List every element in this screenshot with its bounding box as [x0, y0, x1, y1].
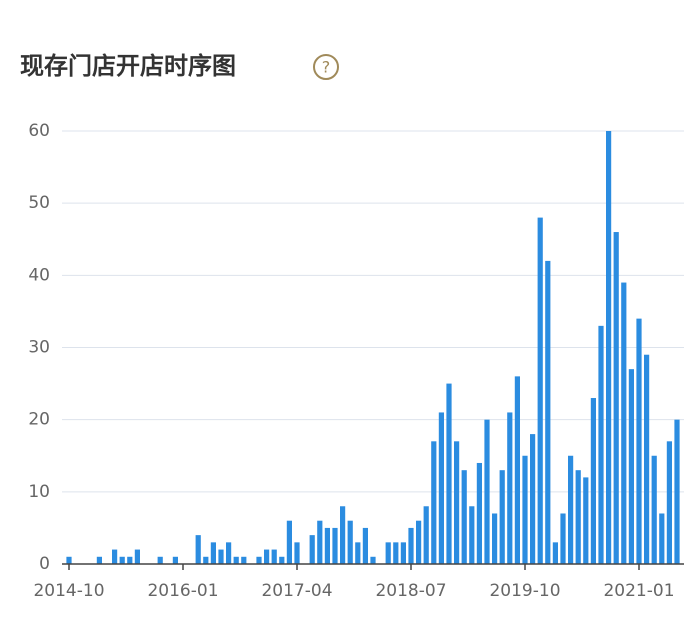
bar: [256, 556, 262, 564]
bar: [552, 542, 558, 564]
bar: [537, 217, 543, 564]
x-tick-label: 2017-04: [261, 581, 332, 601]
bar: [218, 549, 224, 564]
bar: [560, 513, 566, 564]
bar: [66, 556, 72, 564]
bar: [226, 542, 232, 564]
bar: [598, 325, 604, 564]
bar: [294, 542, 300, 564]
bar: [233, 556, 239, 564]
x-tick-label: 2021-01: [603, 581, 674, 601]
bar: [203, 556, 209, 564]
bar: [476, 462, 482, 564]
y-tick-label: 20: [28, 410, 50, 430]
bar: [666, 441, 672, 564]
bar: [628, 369, 634, 564]
bar: [575, 470, 581, 564]
bar: [507, 412, 513, 564]
bar: [340, 506, 346, 564]
bar: [96, 556, 102, 564]
bar: [264, 549, 270, 564]
help-circle[interactable]: [313, 54, 339, 80]
bar: [400, 542, 406, 564]
y-tick-label: 40: [28, 265, 50, 285]
bar: [636, 318, 642, 564]
bar: [499, 470, 505, 564]
bar: [385, 542, 391, 564]
bar: [446, 383, 452, 564]
bar: [651, 455, 657, 564]
bar: [583, 477, 589, 564]
y-tick-label: 50: [28, 193, 50, 213]
bar: [423, 506, 429, 564]
bar: [522, 455, 528, 564]
bar: [355, 542, 361, 564]
bar: [309, 535, 315, 564]
bar: [157, 556, 163, 564]
help-mark[interactable]: ?: [322, 58, 331, 77]
bar: [621, 282, 627, 564]
bar: [454, 441, 460, 564]
x-tick-label: 2016-01: [147, 581, 218, 601]
x-tick-label: 2014-10: [33, 581, 104, 601]
y-tick-label: 10: [28, 482, 50, 502]
y-tick-label: 30: [28, 338, 50, 358]
bar: [134, 549, 140, 564]
bar: [530, 434, 536, 564]
bar: [112, 549, 118, 564]
bar: [674, 419, 680, 564]
bar: [568, 455, 574, 564]
y-tick-label: 0: [39, 554, 50, 574]
x-tick-label: 2019-10: [489, 581, 560, 601]
bar: [606, 131, 612, 564]
bar: [408, 527, 414, 564]
bar: [416, 520, 422, 564]
bar: [514, 376, 520, 564]
bar: [347, 520, 353, 564]
bar: [241, 556, 247, 564]
bar: [317, 520, 323, 564]
bar: [484, 419, 490, 564]
bar: [324, 527, 330, 564]
bar: [210, 542, 216, 564]
bar: [431, 441, 437, 564]
bar: [279, 556, 285, 564]
chart-title: 现存门店开店时序图: [20, 52, 236, 80]
bar: [590, 398, 596, 564]
bar: [271, 549, 277, 564]
bar: [370, 556, 376, 564]
bar: [127, 556, 133, 564]
bar: [438, 412, 444, 564]
x-tick-label: 2018-07: [375, 581, 446, 601]
help-icon[interactable]: ?: [313, 54, 339, 80]
bar: [469, 506, 475, 564]
bar: [332, 527, 338, 564]
bar: [613, 232, 619, 565]
bar: [286, 520, 292, 564]
bar: [461, 470, 467, 564]
bar: [362, 527, 368, 564]
bar: [195, 535, 201, 564]
bar: [545, 260, 551, 564]
bar: [492, 513, 498, 564]
y-tick-label: 60: [28, 121, 50, 141]
bar: [172, 556, 178, 564]
bar: [393, 542, 399, 564]
bar: [644, 354, 650, 564]
bar: [659, 513, 665, 564]
bar: [119, 556, 125, 564]
